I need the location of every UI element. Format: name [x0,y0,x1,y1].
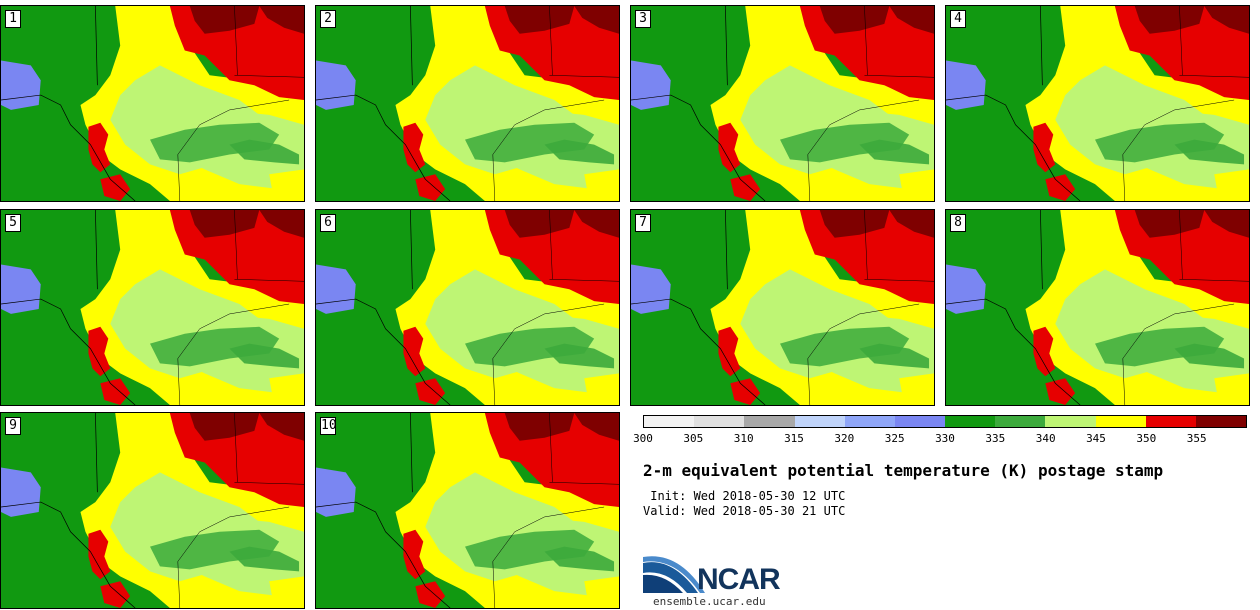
colorbar-tick-label: 330 [935,432,955,445]
colorbar-segment [794,416,845,427]
colorbar-segment [1195,416,1247,427]
valid-time: Valid: Wed 2018-05-30 21 UTC [643,504,846,518]
map-panel-5: 5 [0,209,305,406]
panel-number: 4 [950,10,966,28]
panel-number: 8 [950,214,966,232]
colorbar-tick-label: 355 [1186,432,1207,445]
panel-number: 3 [635,10,651,28]
colorbar-segment [644,416,695,427]
ncar-logo-icon [643,556,705,593]
map-image [316,6,619,201]
colorbar-segment [945,416,996,427]
colorbar-segment [1045,416,1096,427]
panel-number: 10 [320,417,337,435]
colorbar-tick-label: 340 [1035,432,1056,445]
site-url: ensemble.ucar.edu [653,595,766,608]
init-time: Init: Wed 2018-05-30 12 UTC [643,489,846,503]
panel-number: 6 [320,214,336,232]
colorbar-segment [1145,416,1196,427]
map-panel-9: 9 [0,412,305,609]
colorbar-segment [894,416,946,427]
colorbar-segment [995,416,1046,427]
colorbar [643,415,1247,428]
map-image [946,210,1249,405]
map-panel-7: 7 [630,209,935,406]
map-panel-4: 4 [945,5,1250,202]
colorbar-tick-label: 310 [733,432,754,445]
logo-text: NCAR [697,563,781,596]
colorbar-segment [744,416,795,427]
panel-number: 5 [5,214,21,232]
colorbar-tick-label: 305 [683,432,704,445]
map-image [1,210,304,405]
figure-title: 2-m equivalent potential temperature (K)… [643,461,1164,480]
map-panel-6: 6 [315,209,620,406]
colorbar-tick-label: 300 [633,432,653,445]
colorbar-tick-label: 320 [834,432,855,445]
colorbar-tick-label: 325 [884,432,905,445]
map-panel-8: 8 [945,209,1250,406]
panel-number: 1 [5,10,21,28]
colorbar-segment [1095,416,1146,427]
colorbar-tick-label: 345 [1086,432,1106,445]
colorbar-ticks: 300 305 310 315 320 325 330 335 340 345 350 355 [633,432,1247,448]
map-image [316,210,619,405]
colorbar-segment [844,416,895,427]
panel-number: 9 [5,417,21,435]
map-panel-1: 1 [0,5,305,202]
map-image [631,210,934,405]
panel-number: 2 [320,10,336,28]
panel-number: 7 [635,214,651,232]
map-image [316,413,619,608]
map-image [631,6,934,201]
map-image [1,6,304,201]
colorbar-segment [694,416,745,427]
colorbar-tick-label: 335 [985,432,1006,445]
map-image [946,6,1249,201]
map-panel-3: 3 [630,5,935,202]
colorbar-tick-label: 350 [1136,432,1157,445]
map-panel-10: 10 [315,412,620,609]
map-image [1,413,304,608]
map-panel-2: 2 [315,5,620,202]
colorbar-tick-label: 315 [784,432,804,445]
